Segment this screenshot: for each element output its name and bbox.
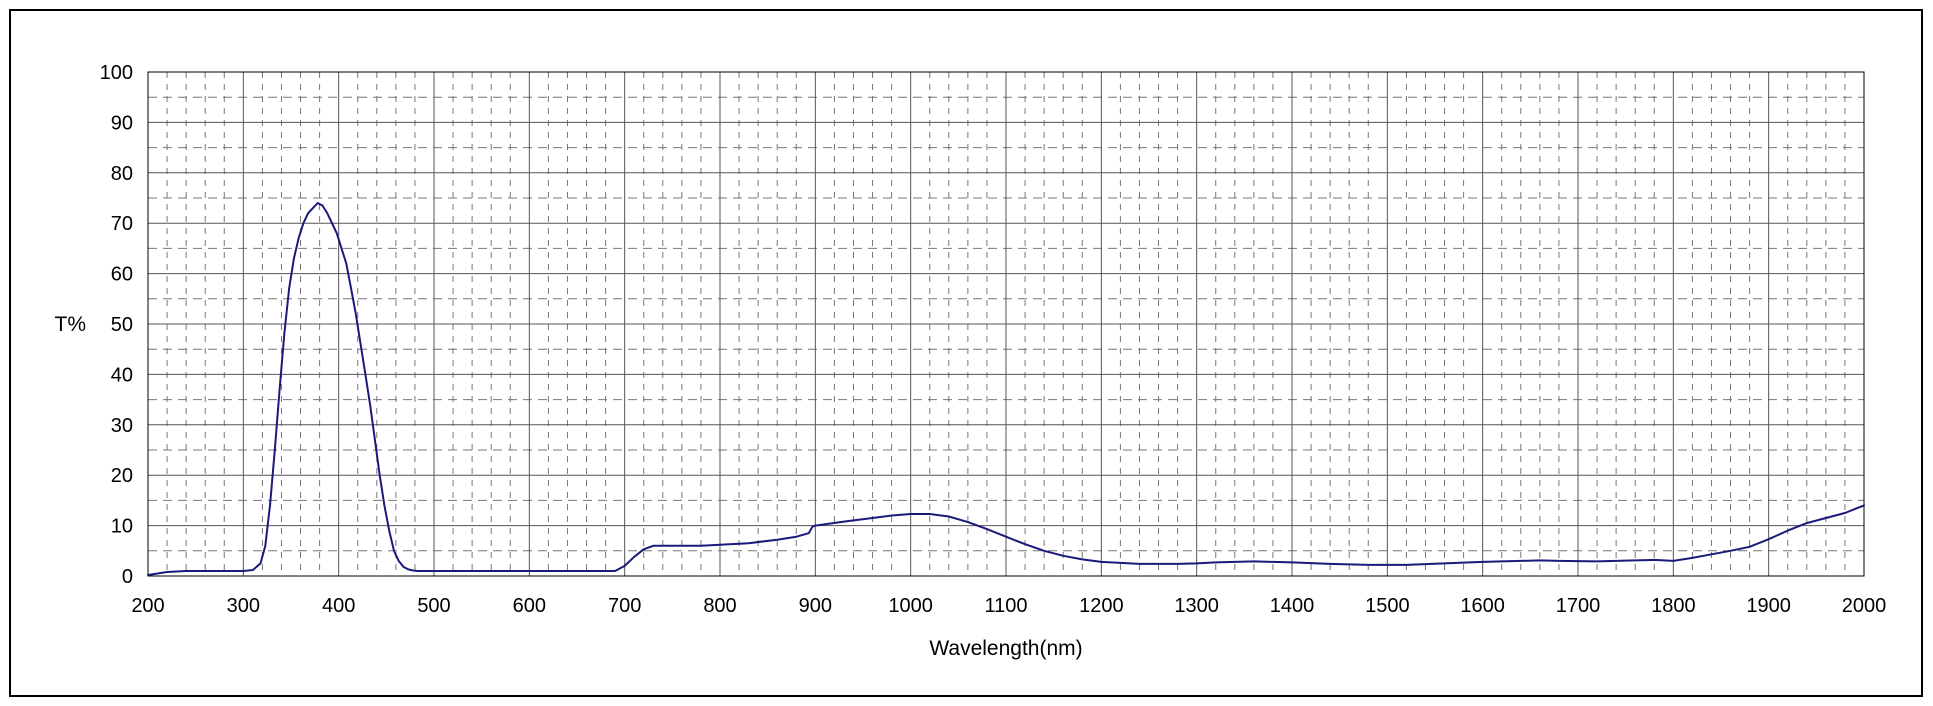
x-tick-label: 1500 bbox=[1365, 595, 1410, 617]
x-axis-tick-labels: 200 300 400 500 600 700 800 900 1000 1100 1200 1300… bbox=[131, 595, 1886, 617]
x-tick-label: 400 bbox=[322, 595, 355, 617]
y-tick-label: 70 bbox=[111, 213, 133, 235]
x-tick-label: 2000 bbox=[1842, 595, 1887, 617]
x-tick-label: 900 bbox=[799, 595, 832, 617]
y-tick-label: 50 bbox=[111, 314, 133, 336]
x-tick-label: 300 bbox=[227, 595, 260, 617]
x-tick-label: 1600 bbox=[1460, 595, 1505, 617]
x-tick-label: 1300 bbox=[1174, 595, 1219, 617]
x-tick-label: 1100 bbox=[984, 595, 1027, 617]
transmission-chart: 200 300 400 500 600 700 800 900 1000 1100 1200 1300… bbox=[55, 62, 1887, 660]
y-axis-tick-labels: 0 10 20 30 40 50 60 70 80 90 100 bbox=[100, 62, 133, 588]
x-tick-label: 1000 bbox=[888, 595, 933, 617]
x-tick-label: 500 bbox=[417, 595, 450, 617]
chart-frame: 200 300 400 500 600 700 800 900 1000 1100 1200 1300… bbox=[9, 9, 1923, 697]
x-tick-label: 1800 bbox=[1651, 595, 1696, 617]
y-tick-label: 30 bbox=[111, 415, 133, 437]
x-tick-label: 1700 bbox=[1556, 595, 1601, 617]
y-tick-label: 90 bbox=[111, 112, 133, 134]
x-tick-label: 1900 bbox=[1746, 595, 1791, 617]
plot-area-border bbox=[147, 71, 1865, 577]
y-tick-label: 0 bbox=[122, 566, 133, 588]
x-tick-label: 800 bbox=[703, 595, 736, 617]
y-tick-label: 60 bbox=[111, 264, 133, 286]
x-tick-label: 600 bbox=[513, 595, 546, 617]
y-tick-label: 100 bbox=[100, 62, 133, 84]
x-tick-label: 200 bbox=[131, 595, 164, 617]
y-axis-title: T% bbox=[55, 313, 87, 336]
x-tick-label: 1200 bbox=[1079, 595, 1124, 617]
x-tick-label: 1400 bbox=[1270, 595, 1315, 617]
x-tick-label: 700 bbox=[608, 595, 641, 617]
x-axis-title: Wavelength(nm) bbox=[929, 637, 1082, 660]
transmission-series-line bbox=[147, 202, 1865, 576]
y-tick-label: 80 bbox=[111, 163, 133, 185]
y-tick-label: 10 bbox=[111, 516, 133, 538]
y-tick-label: 20 bbox=[111, 465, 133, 487]
y-tick-label: 40 bbox=[111, 364, 133, 386]
